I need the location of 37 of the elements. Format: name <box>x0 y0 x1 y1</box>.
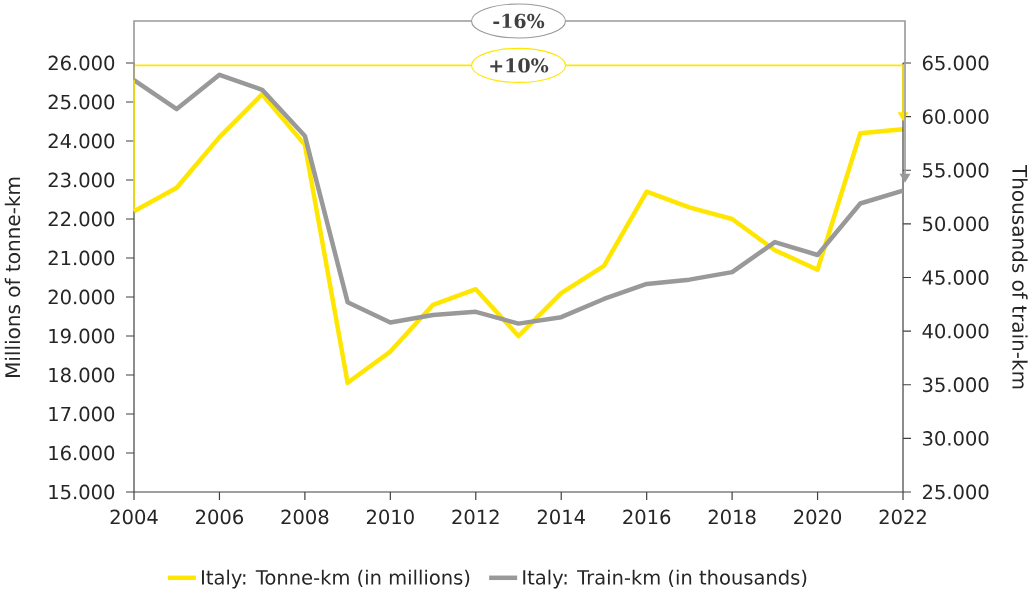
x-tick-label: 2014 <box>537 509 585 525</box>
y2-tick-label: 55.000 <box>923 162 989 178</box>
y-tick-label: 15.000 <box>49 484 115 500</box>
x-tick-label: 2012 <box>452 509 499 525</box>
y-tick-label: 17.000 <box>49 406 115 422</box>
legend-label: Italy: Train-km (in thousands) <box>523 569 807 589</box>
y-tick-label: 26.000 <box>48 55 115 71</box>
x-tick-label: 2010 <box>366 509 414 525</box>
x-tick-label: 2020 <box>794 509 842 525</box>
y2-tick-label: 50.000 <box>923 216 989 232</box>
y2-tick-label: 65.000 <box>922 55 989 71</box>
y-tick-label: 19.000 <box>49 328 115 344</box>
y2-tick-label: 60.000 <box>922 109 989 125</box>
y-axis-title: Millions of tonne-km <box>4 177 21 377</box>
y-tick-label: 24.000 <box>48 133 115 149</box>
legend-label: Italy: Tonne-km (in millions) <box>202 569 470 589</box>
x-tick-label: 2018 <box>708 509 756 525</box>
y2-tick-label: 35.000 <box>923 377 989 393</box>
y-tick-label: 16.000 <box>49 445 115 461</box>
y2-tick-label: 30.000 <box>923 431 989 446</box>
x-tick-label: 2006 <box>196 509 244 525</box>
y-tick-label: 22.000 <box>48 211 115 227</box>
x-tick-label: 2008 <box>281 509 329 525</box>
y-tick-label: 18.000 <box>49 367 115 383</box>
y2-axis-title: Thousands of train-km <box>1012 164 1028 389</box>
y2-tick-label: 45.000 <box>922 270 989 285</box>
x-tick-label: 2004 <box>110 509 158 525</box>
x-tick-label: 2022 <box>879 509 926 525</box>
text: -16% <box>493 13 545 29</box>
y-tick-label: 21.000 <box>48 250 115 266</box>
x-tick-label: 2016 <box>623 509 671 525</box>
y-tick-label: 25.000 <box>48 94 115 110</box>
y2-tick-label: 25.000 <box>922 484 989 500</box>
annotation: +10% <box>490 58 549 73</box>
y-tick-label: 20.000 <box>48 289 115 305</box>
y2-tick-label: 40.000 <box>922 323 989 339</box>
y-tick-label: 23.000 <box>48 172 115 188</box>
